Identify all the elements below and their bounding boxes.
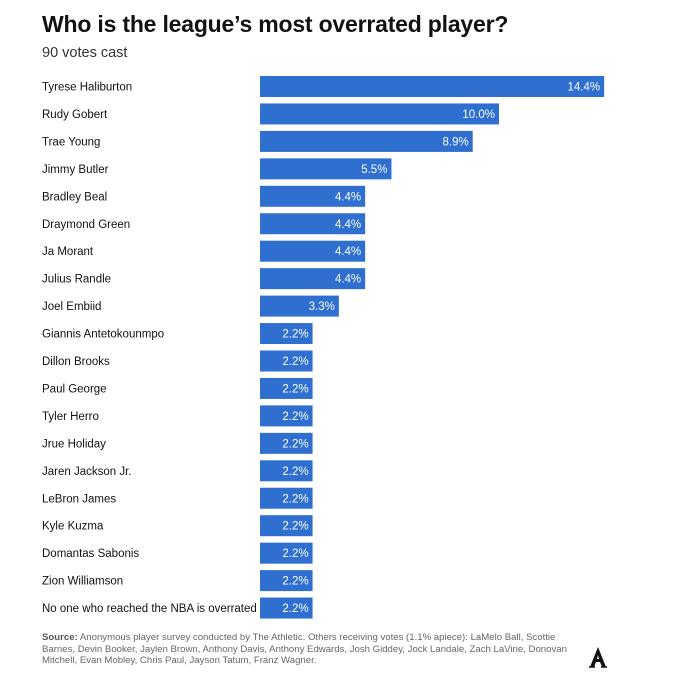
bar [260, 240, 366, 262]
value-label: 2.2% [282, 356, 308, 368]
value-label: 2.2% [282, 383, 308, 395]
value-label: 10.0% [462, 109, 495, 121]
bar-row-ja-morant: Ja Morant 4.4% [42, 240, 366, 262]
bar-row-domantas-sabonis: Domantas Sabonis 2.2% [42, 542, 313, 564]
bar [260, 213, 366, 235]
chart-title: Who is the league’s most overrated playe… [42, 11, 509, 37]
bar [260, 460, 313, 482]
value-label: 2.2% [282, 466, 308, 478]
bar-row-tyrese-haliburton: Tyrese Haliburton 14.4% [42, 76, 605, 97]
category-label: Joel Embiid [42, 301, 101, 313]
bar-row-draymond-green: Draymond Green 4.4% [42, 213, 366, 235]
value-label: 4.4% [335, 219, 361, 231]
bar-row-dillon-brooks: Dillon Brooks 2.2% [42, 350, 313, 372]
bar [260, 377, 313, 399]
value-label: 4.4% [335, 274, 361, 286]
source-note: Source: Anonymous player survey conducte… [42, 632, 587, 667]
value-label: 2.2% [282, 438, 308, 450]
category-label: Tyler Herro [42, 411, 99, 423]
bar-row-paul-george: Paul George 2.2% [42, 377, 313, 399]
category-label: Giannis Antetokounmpo [42, 329, 164, 341]
category-label: No one who reached the NBA is overrated [42, 603, 257, 615]
category-label: Kyle Kuzma [42, 521, 104, 533]
bar [260, 515, 313, 537]
bar [260, 350, 313, 372]
value-label: 5.5% [361, 164, 387, 176]
value-label: 2.2% [282, 493, 308, 505]
value-label: 2.2% [282, 521, 308, 533]
chart-subtitle: 90 votes cast [42, 45, 128, 61]
category-label: Tyrese Haliburton [42, 82, 132, 94]
bar-row-zion-williamson: Zion Williamson 2.2% [42, 570, 313, 592]
value-label: 4.4% [335, 191, 361, 203]
bar [260, 185, 366, 207]
bar [260, 597, 313, 619]
category-label: Ja Morant [42, 246, 94, 258]
bar-chart: Tyrese Haliburton 14.4% Rudy Gobert 10.0% Tr… [42, 76, 605, 619]
bar-row-no-one-who-reached-the-nba-is-overrated: No one who reached the NBA is overrated 2… [42, 597, 313, 619]
value-label: 2.2% [282, 329, 308, 341]
value-label: 2.2% [282, 603, 308, 615]
category-label: LeBron James [42, 493, 116, 505]
bar [260, 76, 605, 97]
category-label: Rudy Gobert [42, 109, 108, 121]
bar [260, 323, 313, 345]
category-label: Julius Randle [42, 274, 111, 286]
bar [260, 295, 339, 317]
category-label: Jimmy Butler [42, 164, 109, 176]
bar-row-giannis-antetokounmpo: Giannis Antetokounmpo 2.2% [42, 323, 313, 345]
category-label: Dillon Brooks [42, 356, 110, 368]
bar-row-joel-embiid: Joel Embiid 3.3% [42, 295, 339, 317]
category-label: Domantas Sabonis [42, 548, 139, 560]
bar [260, 103, 499, 125]
value-label: 8.9% [442, 136, 468, 148]
bar [260, 487, 313, 509]
bar-row-julius-randle: Julius Randle 4.4% [42, 268, 366, 290]
category-label: Jaren Jackson Jr. [42, 466, 131, 478]
bar-row-jaren-jackson-jr: Jaren Jackson Jr. 2.2% [42, 460, 313, 482]
bar-row-jrue-holiday: Jrue Holiday 2.2% [42, 432, 313, 454]
value-label: 2.2% [282, 548, 308, 560]
the-athletic-logo-icon [589, 647, 607, 668]
value-label: 2.2% [282, 411, 308, 423]
value-label: 14.4% [568, 82, 601, 94]
bar-row-trae-young: Trae Young 8.9% [42, 130, 473, 152]
bar [260, 130, 473, 152]
value-label: 2.2% [282, 576, 308, 588]
bar-row-rudy-gobert: Rudy Gobert 10.0% [42, 103, 499, 125]
bar [260, 432, 313, 454]
category-label: Zion Williamson [42, 576, 123, 588]
category-label: Paul George [42, 383, 107, 395]
value-label: 4.4% [335, 246, 361, 258]
source-text: Anonymous player survey conducted by The… [42, 632, 567, 667]
bar [260, 405, 313, 427]
bar-row-bradley-beal: Bradley Beal 4.4% [42, 185, 366, 207]
source-label: Source: [42, 632, 78, 643]
bar-row-lebron-james: LeBron James 2.2% [42, 487, 313, 509]
bar [260, 158, 392, 180]
bar-row-kyle-kuzma: Kyle Kuzma 2.2% [42, 515, 313, 537]
bar [260, 542, 313, 564]
value-label: 3.3% [309, 301, 335, 313]
category-label: Trae Young [42, 136, 100, 148]
bar-row-jimmy-butler: Jimmy Butler 5.5% [42, 158, 392, 180]
bar [260, 268, 366, 290]
category-label: Draymond Green [42, 219, 130, 231]
category-label: Bradley Beal [42, 191, 107, 203]
category-label: Jrue Holiday [42, 438, 106, 450]
bar [260, 570, 313, 592]
bar-row-tyler-herro: Tyler Herro 2.2% [42, 405, 313, 427]
